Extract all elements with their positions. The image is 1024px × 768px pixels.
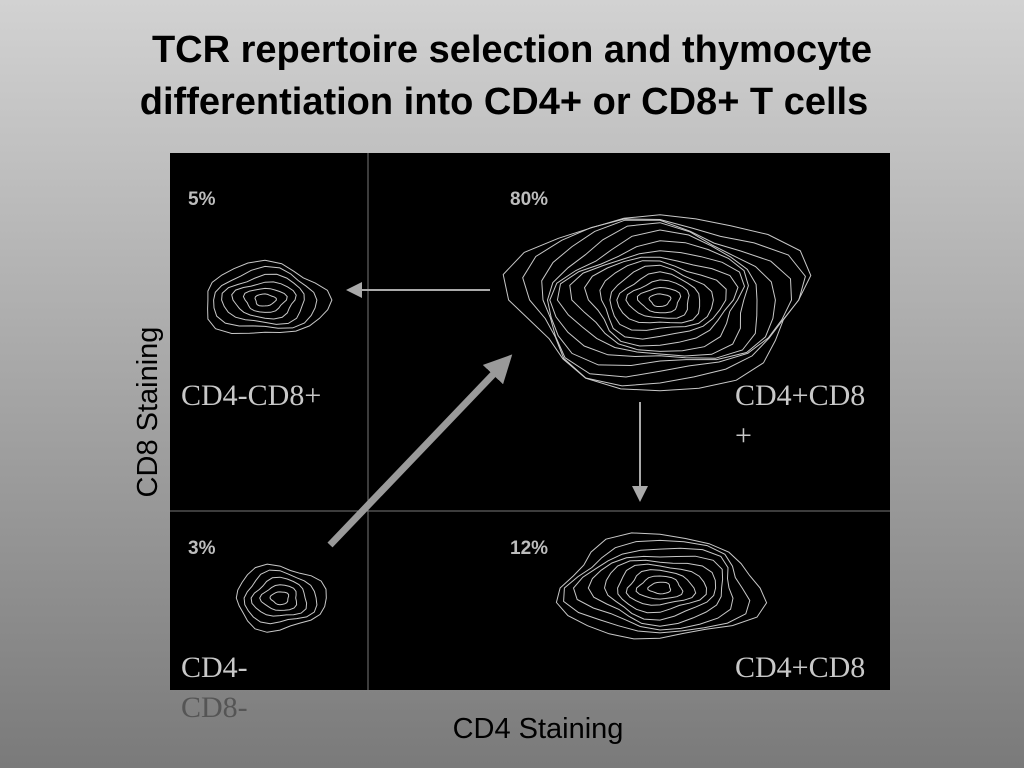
contour (617, 563, 708, 614)
contour (647, 581, 672, 595)
contour (635, 575, 684, 600)
percent: 12% (510, 538, 548, 559)
contour (269, 591, 290, 606)
contour (235, 563, 327, 633)
contour (603, 559, 717, 621)
plot-area (170, 153, 890, 690)
contour (242, 287, 288, 313)
contour (250, 576, 308, 617)
contour (207, 259, 333, 335)
contour (572, 547, 734, 631)
quadrant-label: CD4+CD8 (735, 379, 865, 412)
contour (522, 218, 806, 387)
quadrant-label: + (735, 419, 752, 452)
contour (556, 240, 749, 357)
contour (231, 281, 297, 320)
contours (207, 214, 812, 640)
contour (259, 584, 298, 611)
quadrant-label: CD4- (181, 651, 248, 684)
contour (648, 293, 672, 307)
contour (616, 271, 701, 324)
contour (549, 229, 758, 359)
contour (541, 219, 793, 378)
contour (569, 250, 746, 352)
contour (587, 555, 724, 627)
contour (502, 214, 812, 392)
contour (221, 273, 305, 325)
contour (546, 222, 776, 367)
contour (243, 569, 318, 625)
percent: 80% (510, 189, 548, 210)
percent: 5% (188, 189, 216, 210)
contour (625, 279, 690, 319)
selection-arrow (327, 354, 513, 548)
contour (583, 256, 739, 347)
title-line: TCR repertoire selection and thymocyte (152, 29, 872, 71)
quadrant-label: CD8- (181, 691, 248, 724)
contour (563, 539, 751, 634)
quadrant-label: CD4+CD8 (735, 651, 865, 684)
contour (636, 286, 682, 314)
contour (625, 569, 697, 606)
title-line: differentiation into CD4+ or CD8+ T cell… (140, 81, 868, 123)
quadrant-label: CD4-CD8+ (181, 379, 321, 412)
contour (555, 532, 768, 640)
y-axis-label: CD8 Staining (132, 327, 164, 498)
contour (599, 260, 727, 340)
x-axis-label: CD4 Staining (453, 713, 624, 745)
contour (609, 264, 714, 331)
contour (254, 293, 277, 307)
contour (213, 265, 318, 329)
percent: 3% (188, 538, 216, 559)
